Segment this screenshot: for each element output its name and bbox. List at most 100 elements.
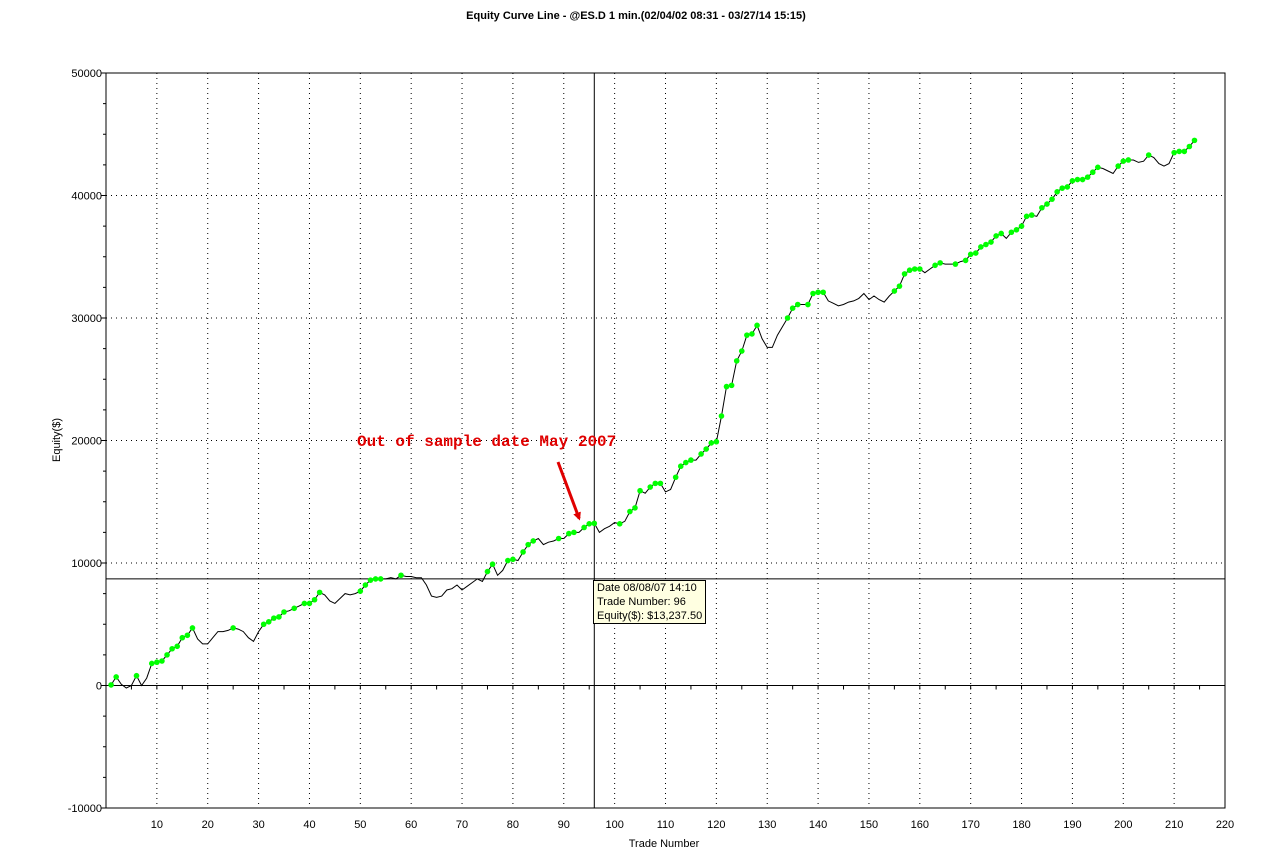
trade-marker [1049, 196, 1055, 202]
trade-marker [159, 658, 165, 664]
trade-marker [1191, 137, 1198, 144]
trade-marker [794, 301, 801, 308]
trade-marker [1069, 178, 1076, 184]
x-tick-label: 150 [860, 819, 878, 831]
trade-marker [652, 480, 659, 487]
trade-marker [260, 621, 267, 628]
trade-marker [316, 589, 323, 596]
trade-marker [1028, 212, 1035, 218]
trade-marker [133, 672, 140, 679]
y-axis-tick-labels: -10000 0 10000 20000 30000 40000 50000 [68, 68, 102, 815]
trade-marker [627, 508, 633, 515]
trade-marker [1079, 176, 1086, 183]
x-axis-tick-labels: 10 20 30 40 50 60 70 80 90 100 110 120 130 140 150 160 1… [151, 819, 1234, 831]
y-tick-label: 50000 [71, 68, 102, 80]
x-tick-label: 220 [1216, 819, 1234, 831]
trade-marker [1181, 148, 1188, 155]
trade-marker [677, 463, 684, 470]
trade-marker [810, 290, 816, 297]
trade-marker [148, 660, 155, 667]
trade-marker [1115, 163, 1121, 169]
y-axis-label: Equity($) [51, 418, 63, 462]
x-axis-label: Trade Number [629, 838, 700, 850]
trade-marker [708, 440, 715, 446]
trade-marker [657, 480, 664, 487]
trade-marker [311, 596, 318, 603]
trade-marker [698, 451, 704, 457]
trade-marker [738, 348, 745, 354]
trade-marker [169, 645, 175, 652]
trade-marker [917, 266, 923, 272]
trade-marker [1171, 149, 1177, 156]
trade-marker [718, 413, 725, 419]
x-tick-label: 60 [405, 819, 417, 831]
x-tick-label: 190 [1063, 819, 1081, 831]
trade-marker [377, 576, 384, 582]
trade-marker [728, 382, 735, 389]
trade-marker [174, 643, 181, 650]
trade-marker [815, 289, 821, 296]
trade-marker [1095, 164, 1101, 171]
trade-marker [1120, 158, 1127, 164]
trade-marker [1064, 184, 1071, 190]
trade-marker [998, 230, 1004, 237]
axis-ticks [101, 72, 1225, 809]
tooltip-equity: Equity($): $13,237.50 [597, 610, 703, 622]
trade-marker [586, 521, 593, 527]
trade-marker [510, 556, 516, 563]
trade-marker [616, 521, 623, 527]
trade-marker [398, 572, 404, 579]
trade-marker [362, 582, 369, 588]
trade-marker [372, 576, 379, 582]
trade-marker [988, 239, 994, 245]
trade-marker [281, 609, 287, 615]
trade-marker [357, 588, 364, 594]
trade-marker [754, 322, 760, 329]
trade-marker [230, 625, 236, 631]
trade-marker [530, 538, 537, 544]
x-tick-label: 40 [303, 819, 315, 831]
trade-marker [189, 625, 196, 631]
trade-marker [967, 251, 974, 258]
trade-marker [896, 283, 903, 289]
trade-marker [703, 446, 709, 452]
trade-marker [901, 271, 908, 277]
trade-marker [1145, 152, 1152, 158]
trade-marker [1125, 157, 1132, 163]
trade-marker [306, 600, 313, 607]
trade-marker [164, 652, 170, 658]
equity-line [110, 140, 1195, 689]
trade-marker [962, 257, 969, 264]
trade-marker [484, 568, 491, 575]
crosshair [106, 73, 1225, 808]
tooltip-trade-number: Trade Number: 96 [597, 596, 686, 608]
trade-marker [1176, 148, 1183, 155]
trade-marker [723, 383, 730, 390]
trade-marker [672, 474, 679, 481]
x-tick-label: 110 [657, 819, 675, 831]
trade-marker [749, 331, 755, 337]
y-tick-label: 40000 [71, 191, 102, 203]
trade-marker [113, 674, 119, 680]
trade-marker [784, 315, 791, 321]
trade-marker [276, 614, 282, 620]
x-tick-label: 210 [1165, 819, 1183, 831]
trade-marker [932, 262, 938, 269]
trade-marker [265, 619, 272, 625]
trade-marker [505, 557, 511, 564]
x-tick-label: 80 [507, 819, 519, 831]
y-tick-label: 30000 [71, 313, 102, 325]
trade-markers [108, 137, 1198, 688]
trade-marker [972, 250, 979, 256]
trade-marker [983, 241, 989, 248]
trade-marker [978, 244, 984, 250]
x-tick-label: 100 [605, 819, 623, 831]
y-tick-label: -10000 [68, 803, 102, 815]
x-tick-label: 140 [809, 819, 827, 831]
x-tick-label: 20 [202, 819, 214, 831]
trade-marker [566, 530, 572, 537]
trade-marker [1044, 201, 1050, 207]
trade-marker [184, 632, 191, 639]
trade-marker [555, 535, 562, 542]
